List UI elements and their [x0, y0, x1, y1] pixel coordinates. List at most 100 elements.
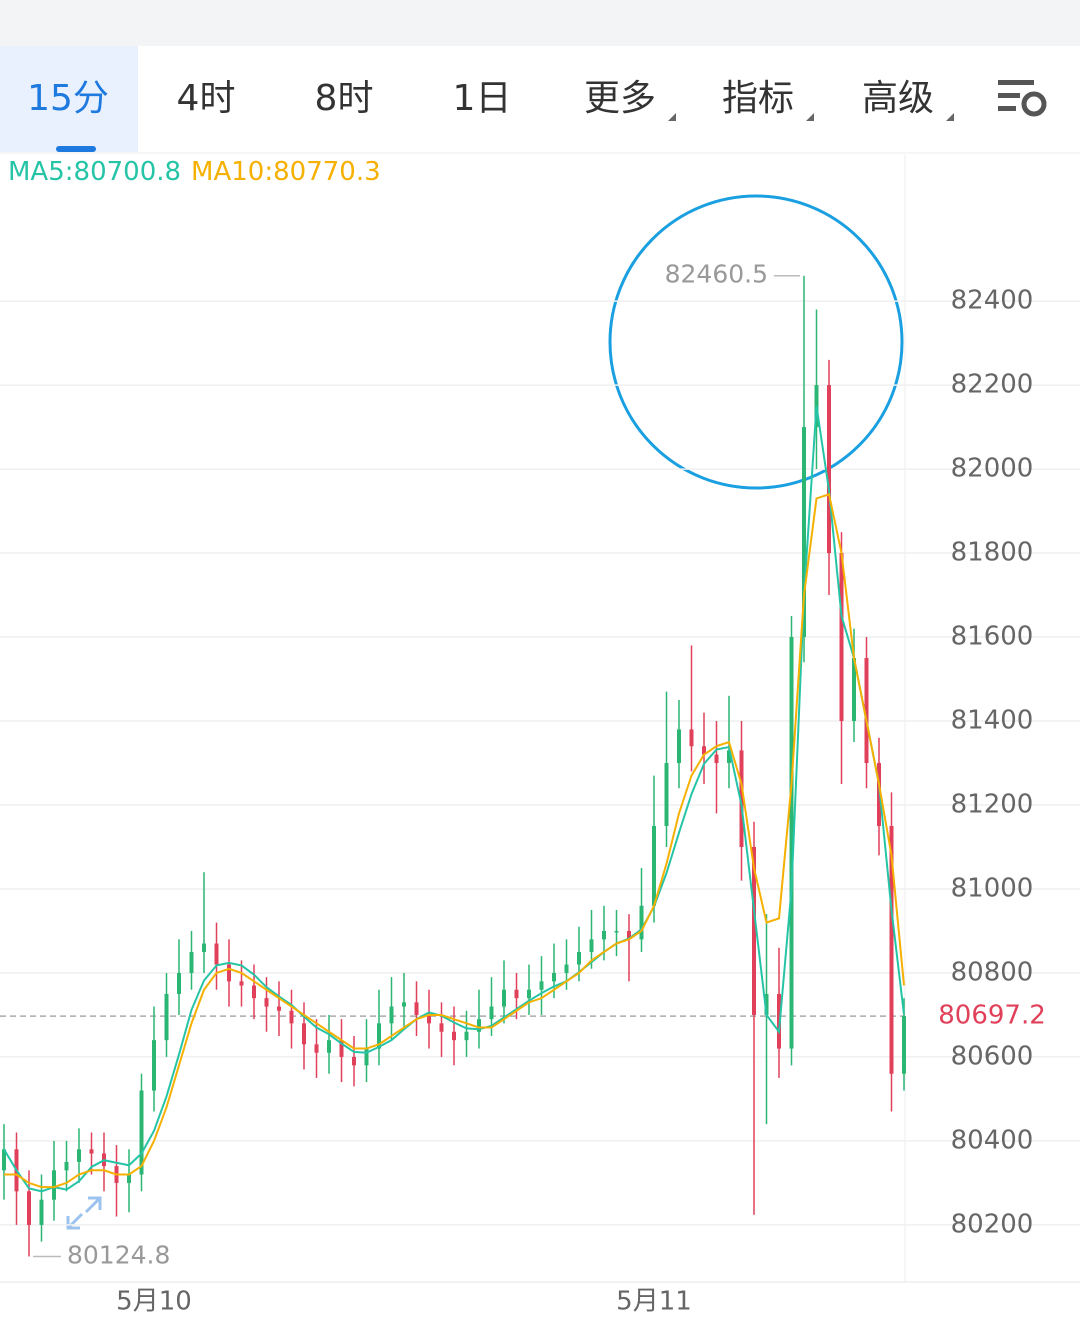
tab[interactable]: 更多	[584, 78, 656, 119]
tab[interactable]: 15分	[27, 78, 109, 119]
dropdown-arrow	[806, 113, 814, 121]
candle-body	[127, 1174, 131, 1183]
candle-body	[639, 905, 644, 940]
candle-body	[339, 1040, 344, 1057]
candle-body	[264, 998, 269, 1007]
candle-body	[702, 746, 706, 755]
candle-body	[652, 825, 656, 906]
candle-body	[202, 943, 206, 952]
min-label: 80124.8	[67, 1240, 170, 1269]
candle-body	[527, 989, 531, 999]
y-tick-label: 80600	[951, 1041, 1034, 1071]
candle-body	[289, 1010, 294, 1024]
candle-body	[852, 658, 856, 722]
legend-entry: MA5:80700.8	[8, 157, 181, 187]
candle-body	[489, 1006, 494, 1020]
icon-bar	[998, 80, 1034, 85]
max-label: 82460.5	[665, 260, 768, 289]
candle-body	[27, 1191, 31, 1225]
candle-body	[727, 750, 731, 764]
candle-body	[902, 1016, 906, 1074]
y-tick-label: 82000	[951, 454, 1034, 484]
y-tick-label: 81800	[951, 538, 1034, 568]
candle-body	[677, 729, 681, 764]
candle-body	[877, 763, 881, 826]
settings-icon[interactable]	[998, 80, 1047, 117]
candle-body	[377, 1023, 381, 1049]
candle-body	[864, 658, 869, 764]
candle-body	[189, 951, 194, 973]
candle-body	[214, 943, 219, 965]
candle-body	[77, 1149, 81, 1162]
y-tick-label: 81200	[951, 789, 1034, 819]
x-tick-label: 5月11	[616, 1287, 692, 1317]
tab[interactable]: 4时	[177, 78, 236, 119]
candle-body	[452, 1031, 456, 1041]
tab-indicator	[56, 146, 96, 152]
legend-entry: MA10:80770.3	[191, 157, 381, 187]
legend: MA5:80700.8 MA10:80770.3	[8, 157, 381, 187]
dropdown-arrow	[668, 113, 676, 121]
icon-bar	[998, 93, 1020, 98]
y-tick-label: 81000	[951, 873, 1034, 903]
candle-body	[689, 729, 694, 747]
candle-body	[89, 1149, 94, 1154]
candle-body	[427, 1014, 431, 1024]
candle-body	[739, 750, 744, 847]
candle-body	[839, 553, 844, 722]
y-tick-label: 80800	[951, 957, 1034, 987]
top-bar	[0, 0, 1080, 46]
candle-body	[577, 951, 581, 965]
tab[interactable]: 8时	[315, 78, 374, 119]
candle-body	[277, 1006, 281, 1011]
tab[interactable]: 1日	[453, 78, 512, 119]
y-tick-label: 80400	[951, 1125, 1034, 1155]
candle-body	[539, 981, 544, 990]
candle-body	[352, 1056, 356, 1066]
y-tick-label: 81600	[951, 622, 1034, 652]
candle-body	[502, 989, 506, 1007]
candle-body	[414, 1002, 419, 1015]
candle-body	[514, 989, 519, 999]
candle-body	[439, 1023, 444, 1032]
candle-body	[364, 1048, 369, 1066]
tab[interactable]: 指标	[722, 78, 794, 119]
icon-arrows	[66, 1196, 102, 1230]
candle-body	[889, 825, 894, 1074]
ma-line	[4, 492, 905, 1189]
ma-line	[3, 405, 905, 1193]
highlight-circle	[608, 194, 904, 490]
expand-icon[interactable]	[66, 1196, 102, 1230]
y-tick-label: 82400	[951, 286, 1034, 316]
y-tick-label: 80200	[951, 1209, 1034, 1239]
candle-body	[39, 1199, 44, 1225]
candle-body	[227, 964, 231, 982]
candle-body	[802, 427, 806, 638]
candle-body	[152, 1040, 156, 1091]
candle-body	[764, 993, 769, 1015]
candle-body	[552, 972, 556, 982]
candle-body	[752, 846, 756, 1015]
candle-body	[239, 981, 244, 986]
candle-body	[602, 930, 606, 940]
candle-body	[464, 1031, 469, 1041]
candle-body	[64, 1161, 69, 1171]
dropdown-arrow	[946, 113, 954, 121]
candle-body	[789, 637, 794, 1049]
candle-body	[714, 754, 719, 764]
y-tick-label: 81400	[951, 706, 1034, 736]
candle-body	[664, 763, 669, 826]
candle-body	[477, 1019, 481, 1032]
current-price-label: 80697.2	[938, 1001, 1046, 1031]
candle-body	[564, 964, 569, 973]
candle-body	[252, 985, 256, 999]
candle-body	[389, 1006, 394, 1024]
x-tick-label: 5月10	[116, 1287, 192, 1317]
candle-body	[627, 930, 631, 940]
icon-bar	[998, 106, 1016, 111]
candle-body	[827, 385, 831, 554]
candle-body	[177, 972, 181, 994]
tab[interactable]: 高级	[862, 78, 934, 119]
y-tick-label: 82200	[951, 370, 1034, 400]
